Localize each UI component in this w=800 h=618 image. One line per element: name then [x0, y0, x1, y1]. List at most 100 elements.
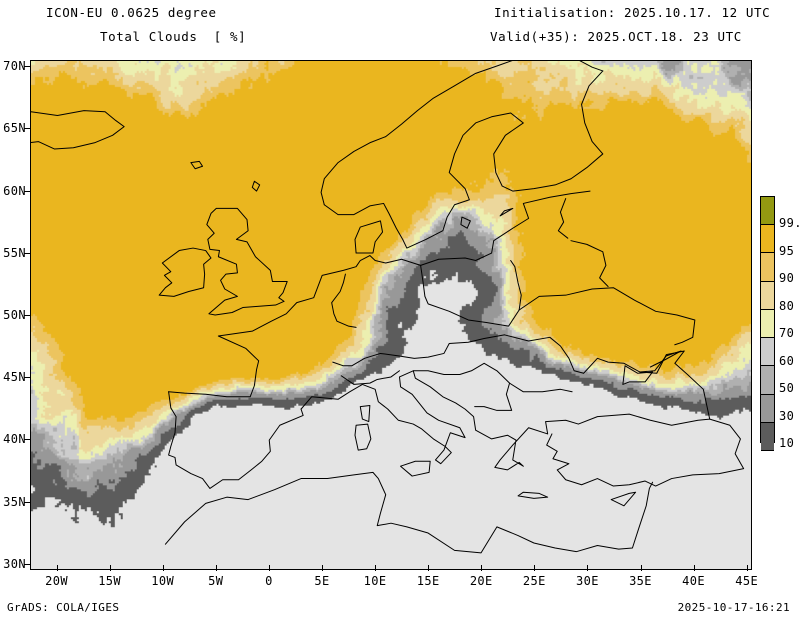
y-axis-label: 60N [3, 183, 26, 198]
colorbar-tick-label: 70 [779, 326, 795, 341]
colorbar-band [761, 281, 774, 310]
coastline-ireland [159, 248, 211, 296]
x-axis-tick [321, 565, 323, 571]
coastline-france_med [301, 371, 710, 470]
coastline-west_eu [169, 191, 590, 397]
y-axis-label: 35N [3, 494, 26, 509]
x-axis-tick [746, 565, 748, 571]
colorbar[interactable] [760, 196, 775, 451]
x-axis-label: 5E [314, 574, 330, 588]
coastline-iceland [31, 111, 124, 149]
colorbar-tick-label: 60 [779, 353, 795, 368]
y-axis-label: 30N [3, 556, 26, 571]
y-axis-tick [24, 315, 30, 316]
model-title: ICON-EU 0.0625 degree [46, 5, 217, 20]
initialisation-time: Initialisation: 2025.10.17. 12 UTC [494, 5, 771, 20]
x-axis-tick [428, 565, 430, 571]
coastline-scand_baltic [324, 71, 603, 248]
y-axis-tick [24, 190, 30, 192]
x-axis-label: 20E [469, 574, 493, 588]
x-axis-tick [162, 565, 164, 571]
x-axis-label: 15W [98, 574, 122, 588]
y-axis-label: 65N [3, 121, 26, 136]
coastline-border_ua_ru [519, 288, 695, 345]
coastline-denmark [355, 221, 383, 253]
x-axis-tick [109, 565, 111, 571]
coastline-turkey_s [547, 419, 744, 486]
x-axis-tick [375, 565, 377, 571]
y-axis-tick [24, 377, 30, 379]
coastline-gb [207, 208, 287, 315]
y-axis-tick [24, 66, 30, 68]
coastline-crimea [623, 366, 653, 385]
colorbar-band [761, 253, 774, 282]
colorbar-tick-label: 10 [779, 436, 795, 450]
colorbar-tick-label: 99.5 [779, 216, 800, 231]
colorbar-band [761, 394, 774, 423]
x-axis-tick [56, 565, 58, 571]
colorbar-tick-label: 50 [779, 381, 795, 396]
colorbar-band [761, 225, 774, 254]
x-axis-label: 5W [208, 574, 224, 588]
colorbar-band [761, 197, 774, 226]
coastline-border_ro_bg [510, 383, 573, 392]
coastline-corsica [360, 405, 370, 421]
y-axis-tick [24, 563, 30, 565]
colorbar-band [761, 422, 774, 451]
y-axis-label: 45N [3, 370, 26, 385]
footer-credit: GrADS: COLA/IGES [7, 601, 120, 614]
coastline-overlay [31, 61, 751, 569]
coastline-border_fr_de [332, 274, 356, 327]
coastline-balt_gulf [500, 208, 513, 215]
x-axis-label: 20W [45, 574, 68, 588]
coastline-border_ro_ua [504, 335, 583, 373]
coastline-black_sea_n [584, 351, 710, 419]
valid-time: Valid(+35): 2025.OCT.18. 23 UTC [490, 29, 742, 44]
x-axis-tick [640, 565, 642, 571]
x-axis-tick [693, 565, 695, 571]
coastline-border_balt_ru [558, 199, 567, 239]
coastline-n_africa [165, 472, 652, 552]
x-axis-tick [481, 565, 483, 571]
colorbar-band [761, 366, 774, 395]
footer-timestamp: 2025-10-17-16:21 [677, 601, 790, 614]
map-plot-area[interactable] [30, 60, 752, 570]
coastline-border_by_ru [571, 241, 608, 287]
y-axis-tick [24, 439, 30, 441]
x-axis-tick [587, 565, 589, 571]
coastline-cyprus [611, 492, 635, 506]
x-axis-tick [534, 565, 536, 571]
coastline-norway_w [321, 61, 603, 205]
y-axis-label: 70N [3, 59, 26, 74]
y-axis-tick [24, 128, 30, 130]
colorbar-band [761, 338, 774, 367]
x-axis-label: 35E [629, 574, 652, 588]
colorbar-tick-label: 90 [779, 271, 795, 286]
y-axis-tick [24, 501, 30, 503]
colorbar-tick-label: 30 [779, 408, 795, 423]
coastline-border_de_pl [421, 261, 522, 327]
colorbar-band [761, 309, 774, 339]
x-axis-label: 45E [735, 574, 759, 588]
coastline-azov [640, 351, 681, 372]
y-axis-label: 50N [3, 308, 26, 322]
x-axis-tick [215, 565, 217, 571]
coastline-crete [518, 492, 548, 498]
colorbar-tick-label: 95 [779, 243, 795, 258]
x-axis-label: 25E [522, 574, 546, 588]
coastline-iberia [169, 392, 304, 489]
x-axis-label: 15E [416, 574, 440, 588]
coastline-shetland [252, 181, 259, 191]
x-axis-label: 10W [151, 574, 175, 588]
variable-title: Total Clouds [ %] [100, 29, 247, 44]
colorbar-tick-label: 80 [779, 298, 795, 313]
coastline-sardinia [355, 424, 371, 450]
y-axis-label: 55N [3, 245, 26, 260]
y-axis-tick [24, 252, 30, 254]
x-axis-label: 0 [265, 574, 273, 588]
coastline-faroe [191, 161, 203, 168]
x-axis-label: 10E [363, 574, 387, 588]
x-axis-label: 30E [575, 574, 599, 588]
x-axis-label: 40E [682, 574, 706, 588]
y-axis-label: 40N [3, 432, 26, 447]
